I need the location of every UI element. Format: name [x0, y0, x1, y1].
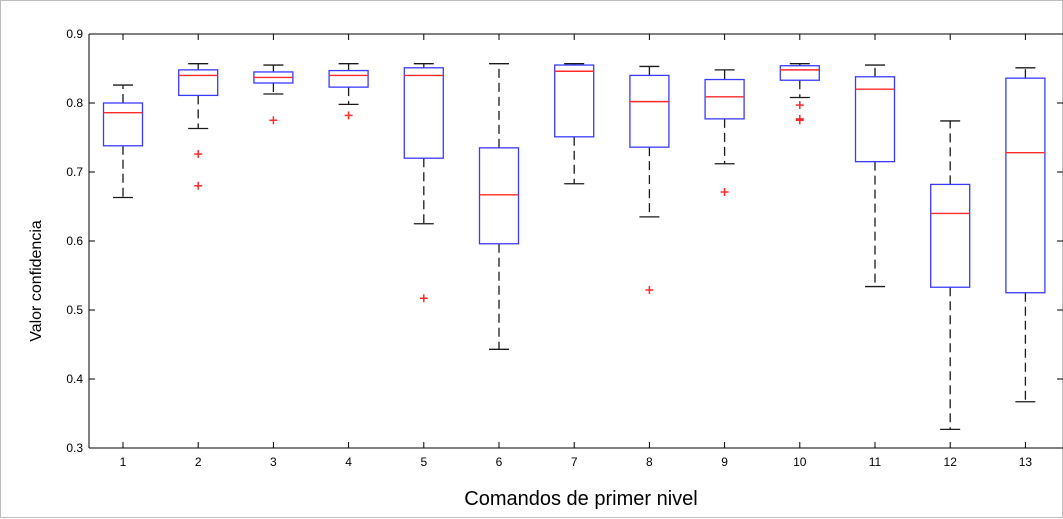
- x-tick-label: 13: [1019, 455, 1033, 469]
- x-tick-label: 5: [420, 455, 427, 469]
- box-iqr: [854, 76, 896, 163]
- x-tick-label: 10: [793, 455, 807, 469]
- box-7: [554, 63, 595, 185]
- box-1: [102, 84, 144, 199]
- box-4: [328, 63, 369, 120]
- y-tick-label: 0.9: [66, 27, 83, 41]
- x-axis-title: Comandos de primer nivel: [464, 488, 697, 510]
- box-iqr: [178, 69, 219, 97]
- x-tick-label: 4: [345, 455, 352, 469]
- box-iqr: [704, 78, 745, 120]
- box-iqr: [403, 67, 444, 159]
- y-tick-label: 0.8: [66, 96, 83, 110]
- y-axis-title: Valor confidencia: [28, 220, 45, 342]
- box-3: [253, 64, 294, 125]
- box-iqr: [1005, 77, 1046, 294]
- box-10: [779, 63, 820, 125]
- y-tick-label: 0.5: [66, 303, 83, 317]
- box-iqr: [779, 65, 820, 81]
- x-tick-label: 8: [646, 455, 653, 469]
- box-iqr: [554, 64, 595, 138]
- box-iqr: [629, 74, 670, 148]
- x-tick-label: 9: [721, 455, 728, 469]
- x-tick-label: 1: [120, 455, 127, 469]
- x-tick-label: 3: [270, 455, 277, 469]
- y-tick-label: 0.7: [66, 165, 83, 179]
- x-tick-label: 7: [571, 455, 578, 469]
- x-tick-label: 11: [869, 455, 882, 469]
- x-tick-label: 6: [496, 455, 503, 469]
- box-11: [854, 64, 896, 288]
- y-tick-label: 0.6: [66, 234, 83, 248]
- box-6: [478, 63, 520, 350]
- box-iqr: [328, 69, 369, 88]
- box-iqr: [478, 147, 520, 245]
- box-2: [178, 63, 219, 190]
- box-12: [930, 120, 971, 431]
- box-8: [629, 65, 670, 294]
- x-tick-label: 2: [195, 455, 202, 469]
- box-iqr: [930, 183, 971, 288]
- y-tick-label: 0.3: [66, 441, 83, 455]
- box-13: [1005, 67, 1046, 403]
- box-9: [704, 69, 745, 197]
- y-tick-label: 0.4: [66, 372, 83, 386]
- box-5: [403, 63, 444, 303]
- box-iqr: [102, 102, 144, 147]
- x-tick-label: 12: [944, 455, 958, 469]
